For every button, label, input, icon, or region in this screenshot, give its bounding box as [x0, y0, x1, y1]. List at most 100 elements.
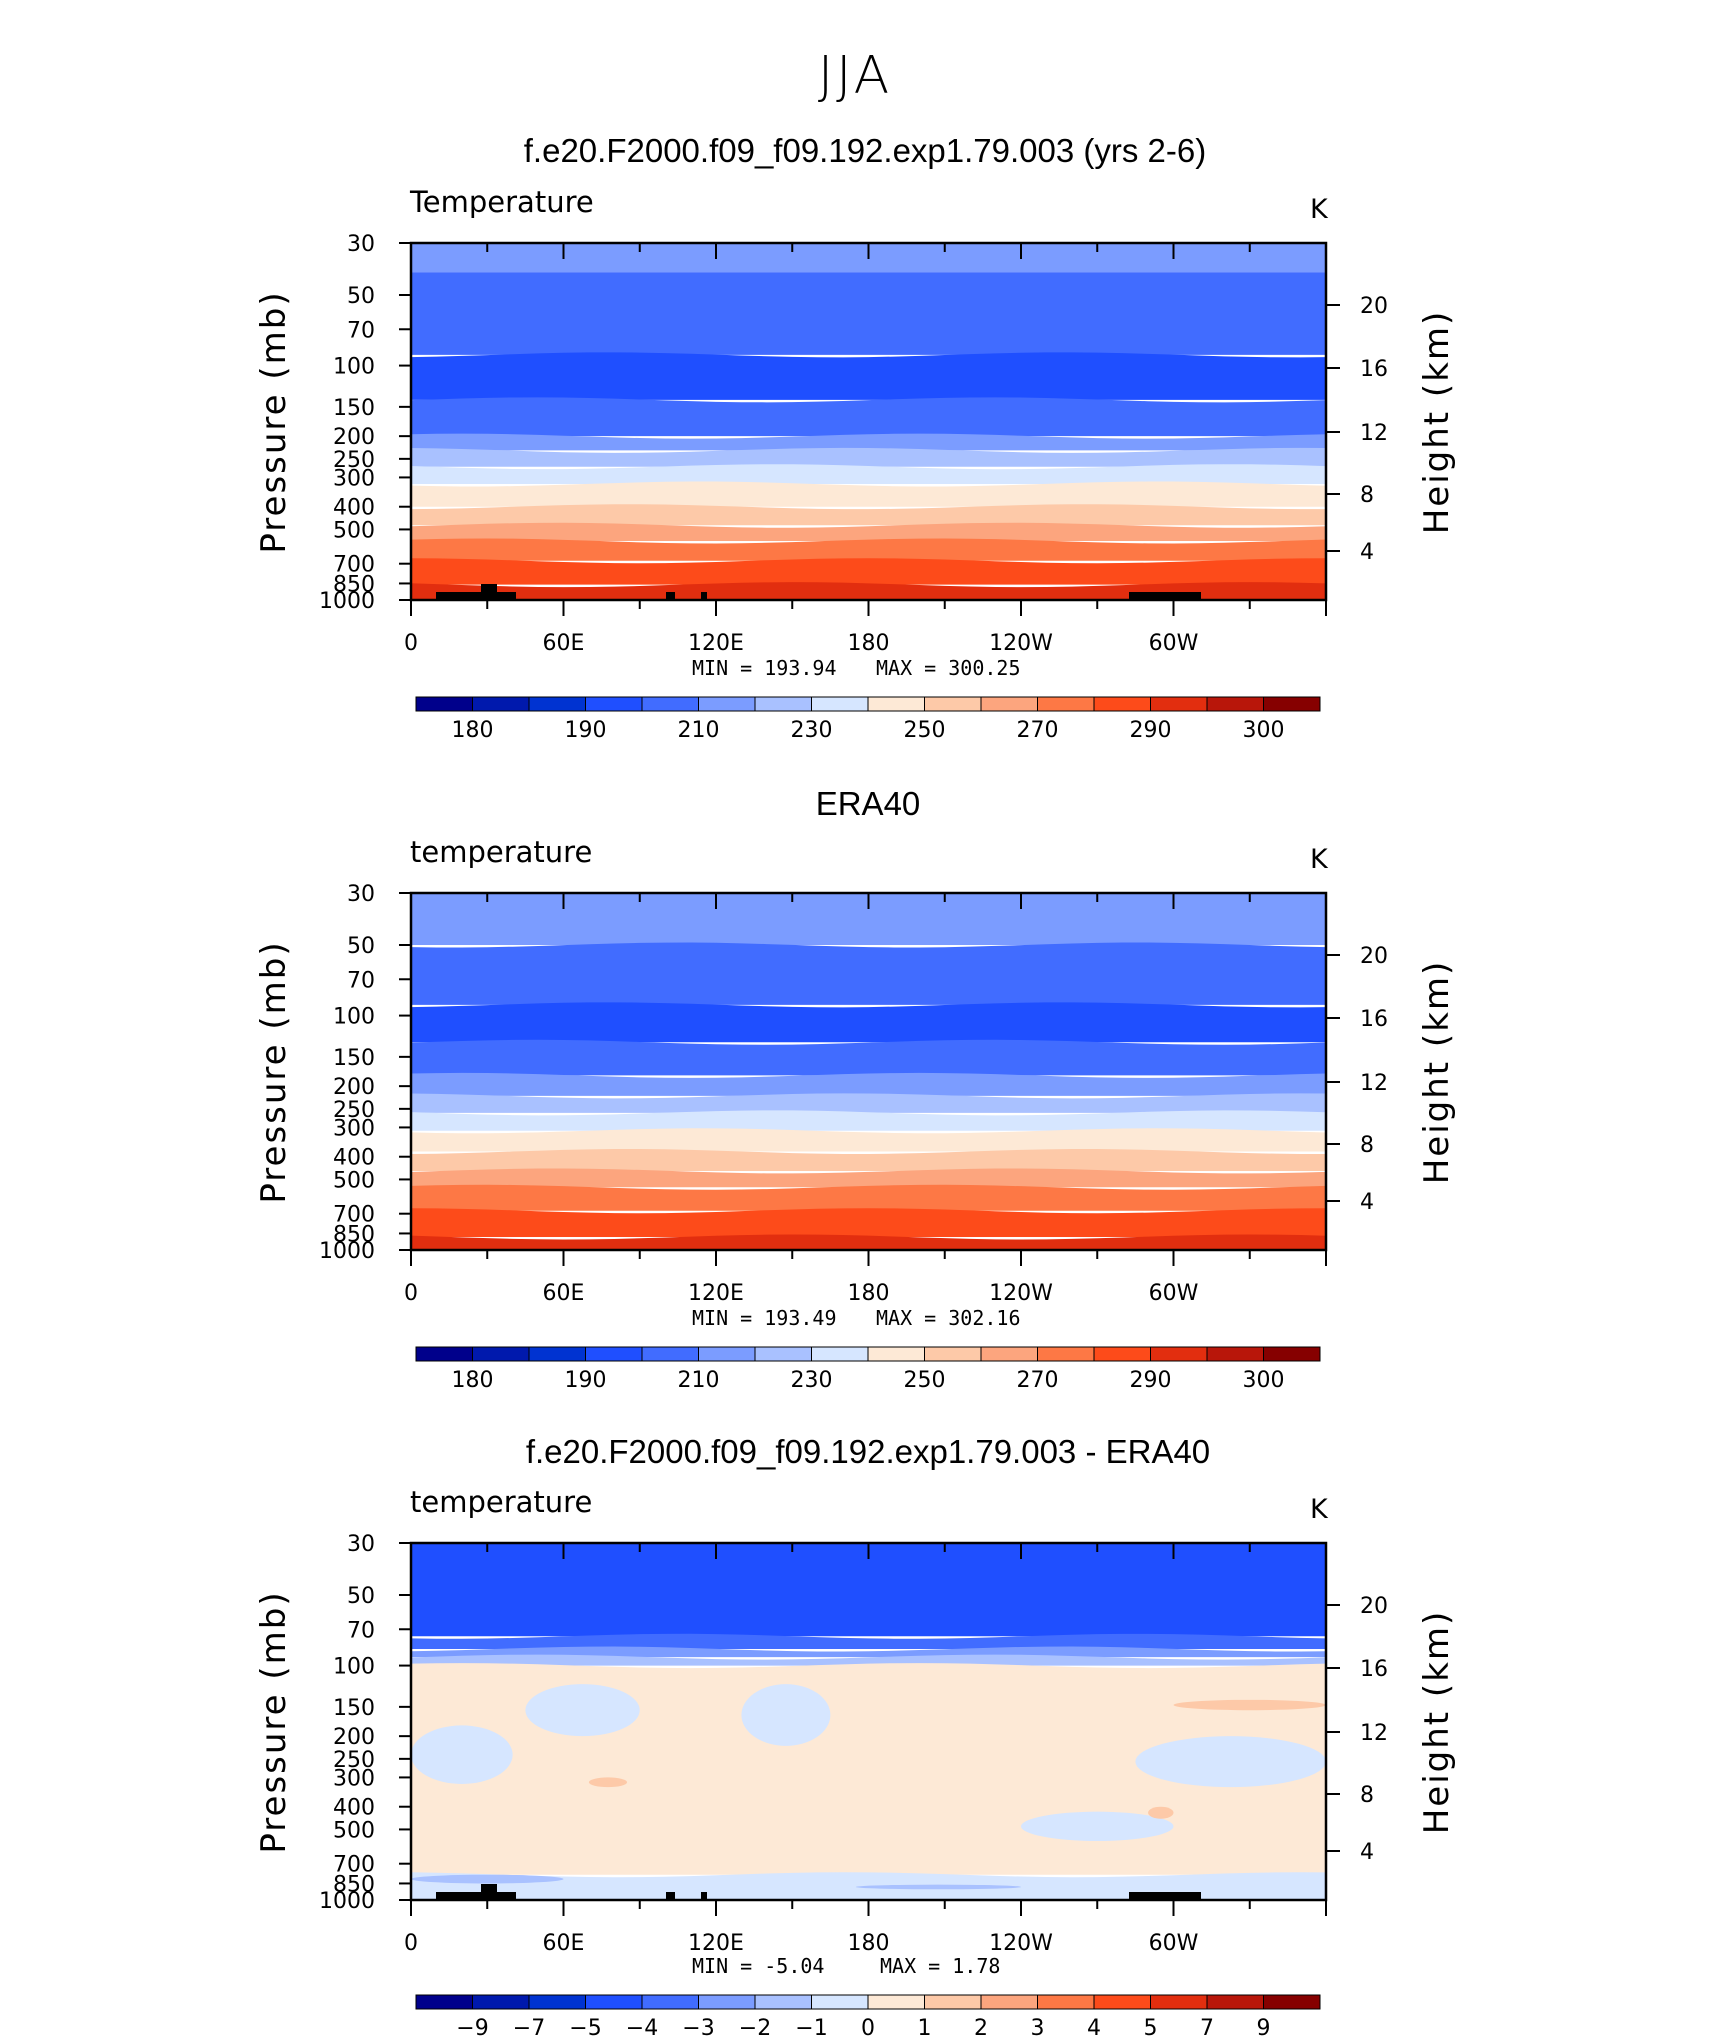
- page-title: JJA: [818, 46, 892, 106]
- colorbar-label: −2: [739, 2016, 771, 2038]
- colorbar-label: 230: [791, 718, 833, 743]
- colorbar-label: 290: [1130, 718, 1172, 743]
- y-tick-label: 250: [333, 1748, 375, 1773]
- x-tick-label: 0: [404, 631, 418, 656]
- colorbar-swatch: [1037, 1994, 1095, 2010]
- colorbar-label: 290: [1130, 1368, 1172, 1393]
- y-tick-label: 50: [347, 934, 375, 959]
- colorbar-label: −4: [626, 2016, 658, 2038]
- colorbar-swatch: [528, 1346, 586, 1362]
- y-right-tick-label: 16: [1360, 1657, 1388, 1682]
- colorbar-swatch: [1206, 1994, 1264, 2010]
- colorbar-swatch: [1093, 1346, 1151, 1362]
- colorbar-swatch: [1150, 1346, 1208, 1362]
- contour-band-4: [411, 1072, 1326, 1096]
- colorbar-swatch: [585, 1346, 643, 1362]
- colorbar-swatch: [698, 696, 756, 712]
- topography-mask: [436, 584, 1201, 600]
- panel-2: ERA40 temperature K 0 60E 120E 180 120W 60W 30…: [254, 785, 1457, 1393]
- x-tick-label: 180: [848, 1281, 890, 1306]
- topo-block-1: [666, 592, 675, 600]
- colorbar-label: 1: [918, 2016, 932, 2038]
- colorbar-label: −9: [456, 2016, 488, 2038]
- panel-1: f.e20.F2000.f09_f09.192.exp1.79.003 (yrs…: [254, 132, 1457, 743]
- y-tick-label: 1000: [319, 1889, 375, 1914]
- contour-band-11: [411, 558, 1326, 585]
- panel-3-colorbar: −9 −7 −5 −4 −3 −2 −1 0 1 2 3 4 5 7 9: [415, 1994, 1321, 2038]
- x-tick-label: 180: [848, 631, 890, 656]
- colorbar-label: 210: [678, 718, 720, 743]
- topography-mask: [436, 1884, 1201, 1900]
- contour-band-9: [411, 522, 1326, 541]
- panel-3-title: f.e20.F2000.f09_f09.192.exp1.79.003 - ER…: [526, 1433, 1210, 1470]
- y-right-tick-label: 16: [1360, 357, 1388, 382]
- panel-3-ylabel-right: Height (km): [1417, 1610, 1457, 1835]
- y-tick-label: 250: [333, 1098, 375, 1123]
- colorbar-swatch: [980, 1346, 1038, 1362]
- contour-band-2: [411, 1002, 1326, 1043]
- y-tick-label: 50: [347, 284, 375, 309]
- y-tick-label: 850: [333, 1222, 375, 1247]
- x-tick-label: 120E: [688, 1281, 744, 1306]
- panel-2-ylabel-right: Height (km): [1417, 960, 1457, 1185]
- x-tick-label: 120E: [688, 631, 744, 656]
- y-tick-label: 400: [333, 1146, 375, 1171]
- y-right-tick-label: 20: [1360, 294, 1388, 319]
- topo-block-andes: [1129, 592, 1201, 600]
- x-tick-label: 60E: [543, 1281, 585, 1306]
- contour-band-1: [411, 1633, 1326, 1650]
- y-tick-label: 400: [333, 496, 375, 521]
- colorbar-label: 9: [1257, 2016, 1271, 2038]
- y-right-tick-label: 8: [1360, 483, 1374, 508]
- colorbar-label: −5: [569, 2016, 601, 2038]
- colorbar-swatch: [415, 696, 473, 712]
- y-tick-label: 50: [347, 1584, 375, 1609]
- y-right-tick-label: 8: [1360, 1133, 1374, 1158]
- x-tick-label: 120E: [688, 1931, 744, 1956]
- topo-block-tibet: [481, 584, 497, 592]
- colorbar-label: 210: [678, 1368, 720, 1393]
- colorbar-swatch: [1150, 696, 1208, 712]
- y-tick-label: 70: [347, 968, 375, 993]
- colorbar-swatch: [980, 1994, 1038, 2010]
- panel-3-min-label: MIN = -5.04: [692, 1954, 824, 1978]
- panel-1-ylabel-right: Height (km): [1417, 310, 1457, 535]
- colorbar-swatch: [980, 696, 1038, 712]
- contour-patch-5: [1173, 1699, 1326, 1711]
- colorbar-label: 270: [1017, 1368, 1059, 1393]
- panel-3-units: K: [1310, 1494, 1329, 1525]
- y-tick-label: 300: [333, 1766, 375, 1791]
- colorbar-label: −1: [795, 2016, 827, 2038]
- colorbar-swatch: [924, 1994, 982, 2010]
- colorbar-swatch: [1150, 1994, 1208, 2010]
- y-tick-label: 30: [347, 1532, 375, 1557]
- x-tick-label: 180: [848, 1931, 890, 1956]
- y-right-tick-label: 20: [1360, 1594, 1388, 1619]
- colorbar-swatch: [754, 1994, 812, 2010]
- contour-patch-9: [855, 1884, 1021, 1890]
- colorbar-swatch: [754, 1346, 812, 1362]
- colorbar-label: 2: [974, 2016, 988, 2038]
- colorbar-swatch: [472, 696, 530, 712]
- y-tick-label: 100: [333, 355, 375, 380]
- contour-band-7: [411, 481, 1326, 507]
- contour-band-11: [411, 1208, 1326, 1237]
- colorbar-swatch: [641, 696, 699, 712]
- colorbar-swatch: [528, 1994, 586, 2010]
- contour-patch-0: [411, 1725, 513, 1784]
- colorbar-label: 300: [1243, 718, 1285, 743]
- colorbar-swatch: [472, 1994, 530, 2010]
- contour-band-0: [411, 893, 1326, 946]
- colorbar-swatch: [1263, 696, 1321, 712]
- colorbar-swatch: [641, 1994, 699, 2010]
- colorbar-swatch: [641, 1346, 699, 1362]
- panel-1-units: K: [1310, 194, 1329, 225]
- contour-patch-1: [525, 1684, 640, 1737]
- contour-band-1: [411, 942, 1326, 1005]
- colorbar-swatch: [867, 1346, 925, 1362]
- y-tick-label: 150: [333, 1046, 375, 1071]
- panel-3: f.e20.F2000.f09_f09.192.exp1.79.003 - ER…: [254, 1433, 1457, 2038]
- colorbar-swatch: [585, 696, 643, 712]
